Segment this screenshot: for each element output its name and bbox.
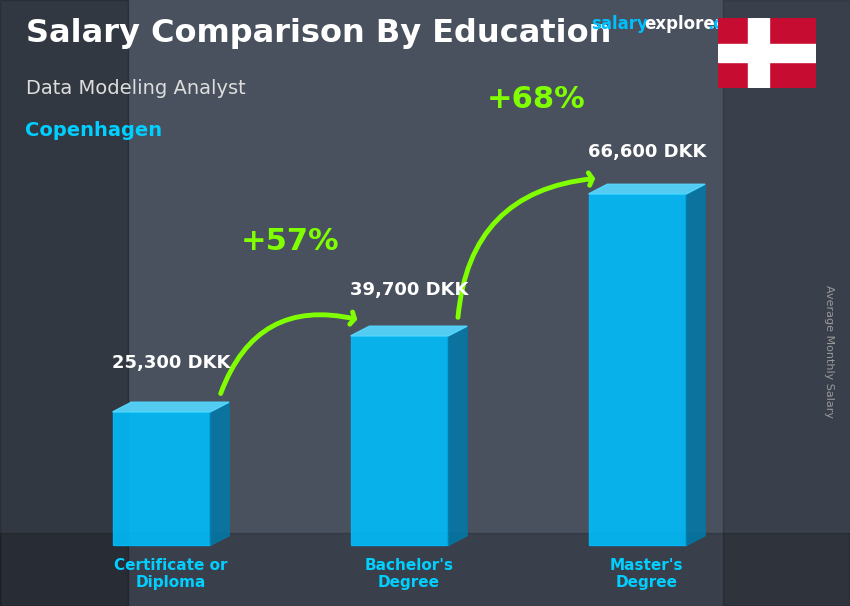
Text: Copenhagen: Copenhagen — [26, 121, 162, 140]
Polygon shape — [112, 402, 230, 412]
Polygon shape — [449, 326, 468, 545]
Text: 66,600 DKK: 66,600 DKK — [587, 143, 706, 161]
Bar — [112, 412, 210, 545]
Bar — [350, 336, 449, 545]
Text: salary: salary — [591, 15, 648, 33]
Polygon shape — [210, 402, 230, 545]
Bar — [0, 533, 850, 606]
Text: 39,700 DKK: 39,700 DKK — [349, 281, 468, 299]
Text: Master's
Degree: Master's Degree — [610, 558, 683, 590]
Bar — [588, 194, 686, 545]
Bar — [718, 44, 816, 62]
Text: Salary Comparison By Education: Salary Comparison By Education — [26, 18, 611, 49]
Text: 25,300 DKK: 25,300 DKK — [111, 354, 230, 372]
Polygon shape — [686, 184, 706, 545]
Bar — [748, 18, 769, 88]
Text: Bachelor's
Degree: Bachelor's Degree — [365, 558, 453, 590]
Text: Average Monthly Salary: Average Monthly Salary — [824, 285, 834, 418]
Text: explorer: explorer — [644, 15, 723, 33]
Text: Certificate or
Diploma: Certificate or Diploma — [114, 558, 228, 590]
Text: .com: .com — [707, 15, 752, 33]
Text: +57%: +57% — [241, 227, 339, 256]
Text: Data Modeling Analyst: Data Modeling Analyst — [26, 79, 246, 98]
Polygon shape — [350, 326, 468, 336]
Text: +68%: +68% — [487, 85, 586, 114]
Polygon shape — [588, 184, 706, 194]
Bar — [722, 0, 850, 606]
Bar — [0, 0, 128, 606]
